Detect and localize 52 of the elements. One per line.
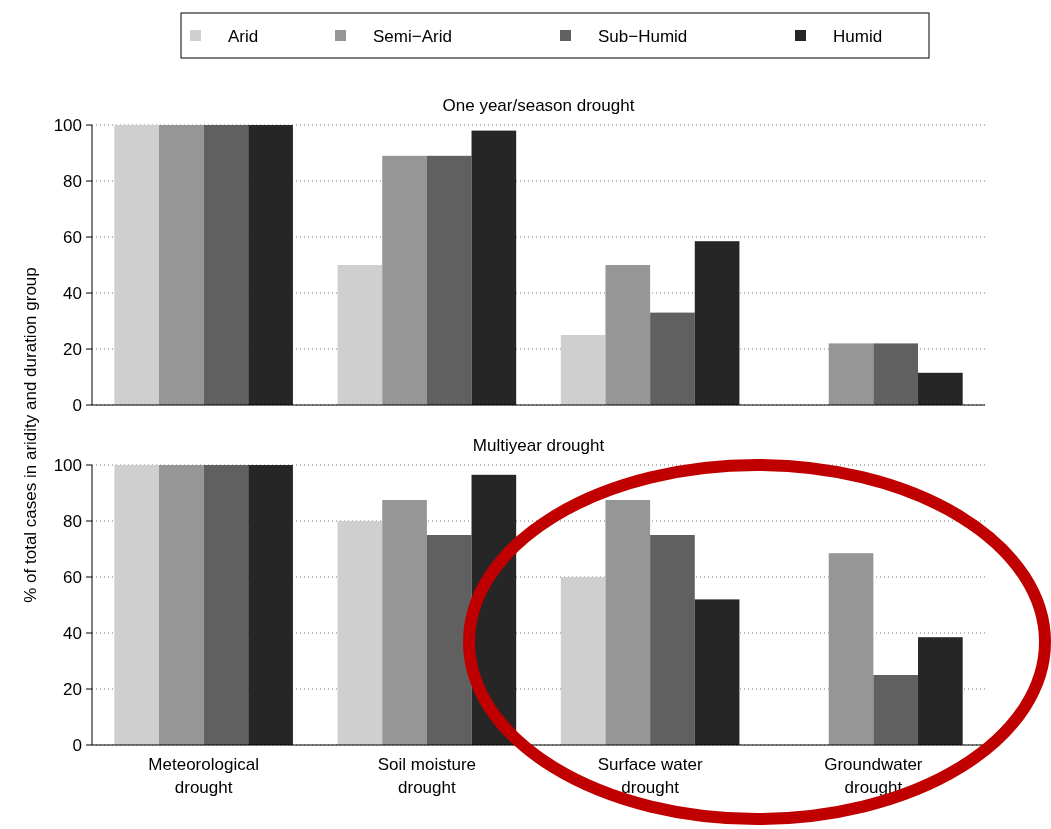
legend-label: Arid — [228, 26, 259, 46]
y-tick-label: 100 — [53, 115, 82, 135]
bar — [694, 599, 740, 745]
y-tick-label: 20 — [63, 339, 82, 359]
bar — [382, 500, 427, 745]
y-tick-label: 0 — [72, 735, 82, 755]
bar — [203, 125, 249, 405]
bar — [337, 521, 383, 745]
bar — [560, 577, 606, 745]
bar — [694, 241, 740, 405]
chart-title: Multiyear drought — [472, 436, 605, 455]
bar — [873, 675, 919, 745]
bar — [248, 465, 293, 745]
bar — [426, 535, 472, 745]
bar — [337, 265, 383, 405]
bar — [828, 343, 874, 405]
legend-label: Semi−Arid — [373, 26, 452, 46]
x-tick-label: Groundwater drought — [824, 755, 923, 797]
bar — [560, 335, 606, 405]
y-axis-title: % of total cases in aridity and duration group — [21, 267, 40, 603]
bar — [382, 155, 427, 405]
y-tick-label: 40 — [63, 283, 82, 303]
bar — [650, 312, 695, 405]
bar — [828, 553, 874, 745]
y-tick-label: 60 — [63, 227, 82, 247]
y-tick-label: 60 — [63, 567, 82, 587]
bar — [605, 265, 651, 405]
x-tick-label: Soil moisture drought — [377, 755, 477, 797]
bar — [248, 125, 293, 405]
bar — [918, 372, 963, 405]
bar — [203, 465, 249, 745]
y-tick-label: 80 — [63, 511, 82, 531]
legend-label: Humid — [833, 26, 883, 46]
bar — [114, 125, 159, 405]
bar — [158, 465, 204, 745]
y-tick-label: 20 — [63, 679, 82, 699]
bar — [650, 535, 695, 745]
y-tick-label: 100 — [53, 455, 82, 475]
bar — [918, 637, 963, 745]
bar — [158, 125, 204, 405]
y-tick-label: 40 — [63, 623, 82, 643]
bar — [471, 130, 517, 405]
x-tick-label: Meteorological drought — [148, 755, 259, 797]
chart-title: One year/season drought — [442, 96, 635, 115]
y-tick-label: 0 — [72, 395, 82, 415]
bar — [426, 155, 472, 405]
bar — [605, 500, 651, 745]
y-tick-label: 80 — [63, 171, 82, 191]
legend-label: Sub−Humid — [598, 26, 688, 46]
x-tick-label: Surface water drought — [597, 755, 703, 797]
bar — [873, 343, 919, 405]
bar — [114, 465, 159, 745]
